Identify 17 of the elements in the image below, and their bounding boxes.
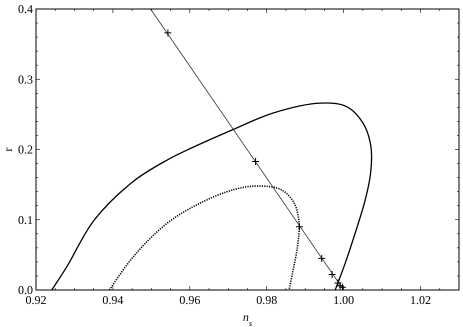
x-tick-label: 0.98 [256, 293, 278, 307]
point [318, 254, 326, 262]
point [252, 157, 260, 166]
point [295, 222, 304, 231]
x-tick-label: 0.94 [102, 293, 124, 307]
y-tick-label: 0.4 [18, 2, 33, 16]
x-axis-title: n$_{s}$ [242, 310, 252, 327]
y-axis-title: r [1, 148, 15, 152]
x-tick-label: 1.00 [333, 293, 354, 307]
point [336, 282, 344, 290]
point [164, 28, 172, 37]
x-tick-label: 0.96 [179, 293, 200, 307]
y-tick-label: 0.3 [18, 72, 33, 86]
point [328, 270, 336, 279]
x-tick-label: 1.02 [410, 293, 432, 307]
y-tick-label: 0.1 [18, 212, 33, 227]
y-tick-label: 0.2 [18, 142, 33, 156]
